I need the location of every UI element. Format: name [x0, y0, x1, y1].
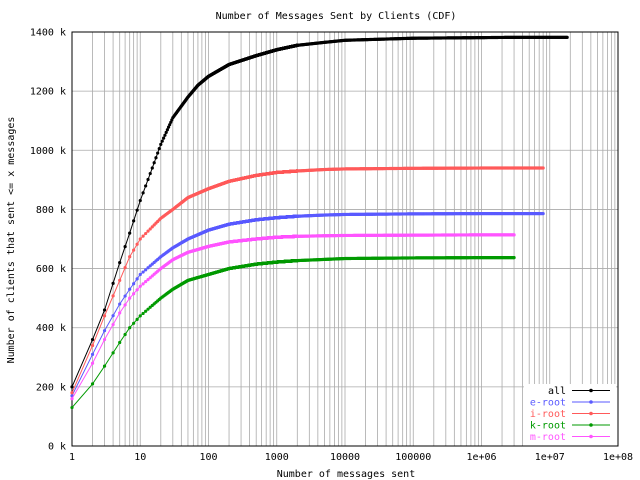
- data-point: [118, 278, 122, 282]
- data-point: [159, 142, 163, 146]
- data-point: [118, 302, 122, 306]
- data-point: [132, 248, 136, 252]
- x-tick-label: 10000: [330, 452, 360, 463]
- data-point: [144, 231, 148, 236]
- x-tick-label: 1e+07: [535, 452, 565, 463]
- series-layer: [70, 35, 569, 410]
- grid-lines: [71, 31, 618, 447]
- data-point: [166, 125, 171, 129]
- data-point: [163, 133, 167, 137]
- plot-frame: [71, 31, 619, 447]
- data-point: [150, 166, 154, 170]
- data-point: [160, 139, 164, 143]
- data-point: [128, 287, 132, 291]
- data-point: [148, 171, 152, 176]
- data-point: [123, 245, 127, 249]
- data-point: [90, 343, 95, 348]
- data-point: [111, 294, 115, 298]
- x-tick-label: 100000: [395, 452, 431, 463]
- data-point: [154, 156, 158, 160]
- x-tick-label: 1e+06: [466, 452, 496, 463]
- data-point: [123, 294, 127, 298]
- data-point: [165, 128, 170, 132]
- data-point: [157, 146, 161, 151]
- x-tick-label: 1: [69, 452, 75, 463]
- data-point: [138, 237, 142, 241]
- x-tick-label: 1000: [265, 452, 289, 463]
- data-point: [135, 242, 139, 246]
- data-point: [156, 151, 160, 155]
- data-point: [565, 35, 569, 39]
- y-axis-ticks: 0 k 200 k 400 k 600 k 800 k 1000 k 1200 k 1400 …: [30, 28, 66, 453]
- data-point: [90, 352, 95, 356]
- y-tick-label: 1400 k: [30, 28, 66, 39]
- data-point: [132, 219, 136, 223]
- data-point: [541, 211, 545, 216]
- series-line: [71, 213, 544, 396]
- series-line: [71, 167, 544, 393]
- data-point: [90, 337, 95, 342]
- y-tick-label: 400 k: [36, 323, 66, 334]
- data-point: [152, 161, 156, 165]
- data-point: [111, 314, 115, 318]
- chart-title: Number of Messages Sent by Clients (CDF): [216, 11, 457, 22]
- data-point: [138, 272, 142, 277]
- data-point: [144, 184, 148, 188]
- y-tick-label: 600 k: [36, 264, 66, 275]
- data-point: [135, 277, 139, 281]
- series-all: [70, 35, 569, 389]
- data-point: [70, 385, 74, 389]
- data-point: [102, 314, 107, 318]
- x-tick-label: 10: [134, 452, 146, 463]
- y-tick-label: 200 k: [36, 382, 66, 393]
- data-point: [118, 261, 122, 265]
- data-point: [168, 123, 172, 127]
- data-point: [164, 130, 168, 134]
- data-point: [132, 282, 136, 286]
- data-point: [111, 281, 115, 285]
- data-point: [141, 191, 145, 195]
- data-point: [102, 308, 107, 312]
- y-tick-label: 1000 k: [30, 146, 66, 157]
- data-point: [123, 265, 127, 270]
- data-point: [135, 208, 139, 212]
- x-tick-label: 1e+08: [603, 452, 633, 463]
- data-point: [146, 177, 150, 182]
- data-point: [141, 234, 145, 238]
- y-tick-label: 0 k: [48, 442, 66, 453]
- x-tick-label: 100: [199, 452, 217, 463]
- data-point: [70, 391, 74, 395]
- data-point: [138, 198, 142, 203]
- y-tick-label: 1200 k: [30, 87, 66, 98]
- data-point: [128, 255, 132, 259]
- x-axis-ticks: 1 10 100 1000 10000 100000 1e+06 1e+07 1e+08: [69, 452, 633, 463]
- data-point: [162, 136, 166, 140]
- data-point: [141, 270, 145, 274]
- y-tick-label: 800 k: [36, 205, 66, 216]
- data-point: [128, 231, 132, 235]
- data-point: [102, 329, 107, 333]
